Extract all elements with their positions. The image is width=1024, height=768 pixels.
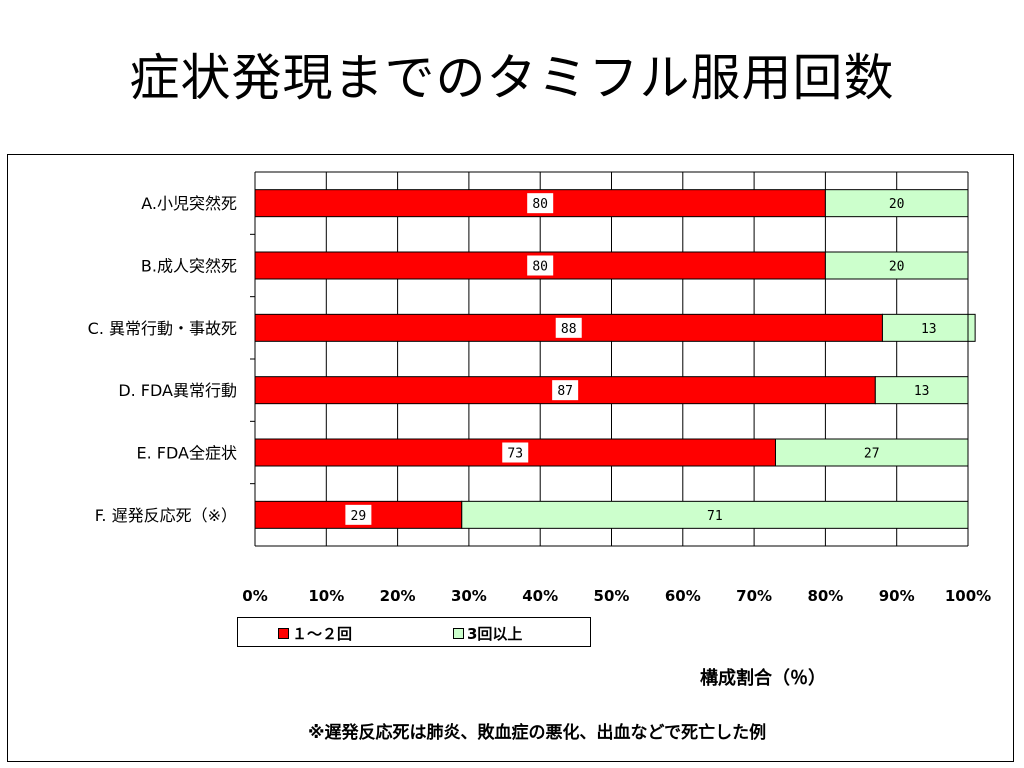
data-label: 88: [561, 322, 577, 337]
x-tick-label: 70%: [736, 587, 772, 605]
category-label: B.成人突然死: [141, 257, 237, 276]
chart-legend: １〜２回 3回以上: [237, 617, 591, 647]
category-label: F. 遅発反応死（※）: [95, 506, 237, 525]
data-label: 27: [864, 447, 880, 462]
slide-title: 症状発現までのタミフル服用回数: [129, 49, 895, 107]
legend-label-series-1: １〜２回: [292, 625, 353, 643]
bar-segment: [881, 313, 976, 342]
x-tick-label: 80%: [807, 587, 843, 605]
bar-segment: [461, 500, 969, 529]
category-label: E. FDA全症状: [137, 444, 237, 463]
legend-swatch-series-2: [453, 628, 464, 639]
x-tick-label: 100%: [945, 587, 991, 605]
bar-segment: [824, 189, 969, 218]
x-axis-title: 構成割合（％）: [700, 668, 826, 689]
data-label: 87: [557, 384, 573, 399]
x-tick-label: 90%: [879, 587, 915, 605]
x-tick-label: 10%: [308, 587, 344, 605]
data-label-background: [345, 504, 372, 525]
x-tick-label: 30%: [451, 587, 487, 605]
data-label: 71: [707, 509, 723, 524]
x-tick-label: 50%: [594, 587, 630, 605]
data-label: 20: [889, 260, 905, 275]
category-label: C. 異常行動・事故死: [88, 319, 237, 338]
data-label: 13: [921, 322, 937, 337]
x-tick-label: 60%: [665, 587, 701, 605]
category-label: A.小児突然死: [141, 194, 237, 213]
data-label-background: [527, 255, 554, 276]
data-label-background: [527, 193, 554, 214]
legend-label-series-2: 3回以上: [467, 625, 523, 643]
category-label: D. FDA異常行動: [118, 381, 237, 400]
chart-frame: [7, 154, 1014, 762]
data-label: 80: [532, 260, 548, 275]
legend-item-series-2: 3回以上: [453, 623, 522, 644]
data-label: 80: [532, 197, 548, 212]
legend-swatch-series-1: [278, 628, 289, 639]
bar-segment: [824, 251, 969, 280]
data-label: 73: [507, 447, 523, 462]
data-label: 29: [351, 509, 367, 524]
data-label-background: [552, 380, 579, 401]
bar-segment: [774, 438, 969, 467]
footnote: ※遅発反応死は肺炎、敗血症の悪化、出血などで死亡した例: [308, 723, 767, 743]
legend-item-series-1: １〜２回: [278, 623, 352, 644]
data-label: 20: [889, 197, 905, 212]
data-label: 13: [914, 384, 930, 399]
x-tick-label: 40%: [522, 587, 558, 605]
x-tick-label: 0%: [242, 587, 267, 605]
data-label-background: [555, 317, 582, 338]
bar-segment: [874, 376, 969, 405]
data-label-background: [502, 442, 529, 463]
x-tick-label: 20%: [380, 587, 416, 605]
